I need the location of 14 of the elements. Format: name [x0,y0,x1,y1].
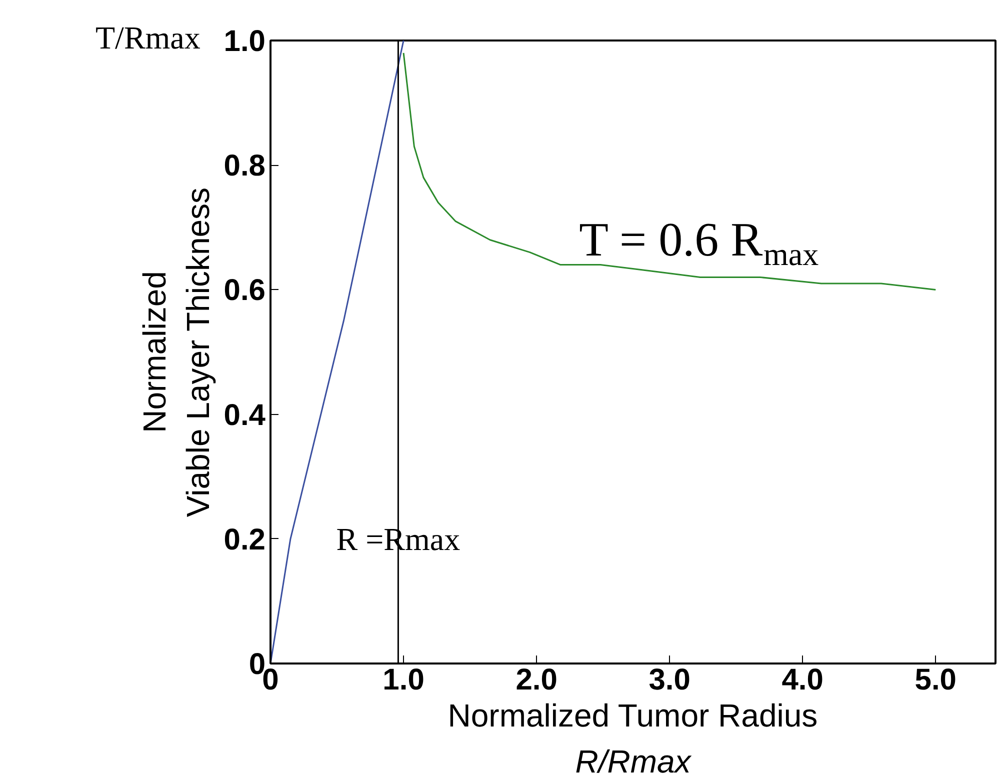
y-axis-title: Normalized Viable Layer Thickness [136,187,216,518]
text: T/Rmax [96,20,200,56]
y-tick-label: 0.8 [224,150,266,183]
text: Normalized Tumor Radius R/Rmax [448,698,818,780]
x-tick-label: 5.0 [914,664,957,696]
y-tick-label: 0.2 [224,523,266,556]
x-tick-label: 3.0 [648,664,690,696]
x-tick-label: 2.0 [516,664,558,696]
y-tick-label: 0.6 [224,274,266,308]
x-tick-label: 4.0 [782,664,824,696]
line-series [402,52,936,290]
x-tick-label: 1.0 [382,664,424,696]
y-tick-label: 0.4 [224,398,266,432]
y-tick-label: 1.0 [224,25,266,58]
